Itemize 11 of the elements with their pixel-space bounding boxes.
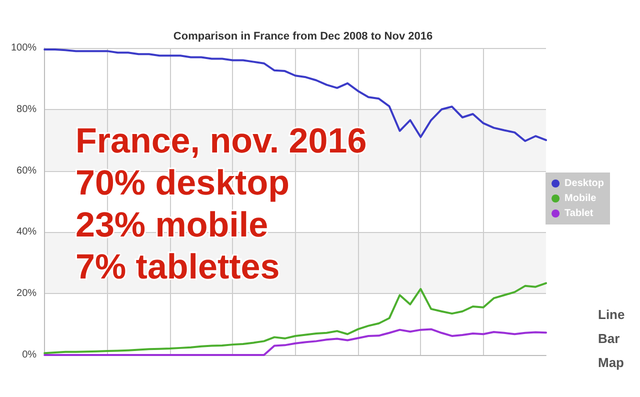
text: Line: [598, 307, 625, 322]
y-tick-label: 80%: [16, 104, 37, 115]
y-tick-label: 60%: [16, 165, 37, 176]
chart-title: Comparison in France from Dec 2008 to Nov 2016: [173, 30, 433, 42]
annotation: France, nov. 2016 70% desktop 23% mobile 7% tablettes: [76, 122, 367, 286]
y-tick-label: 40%: [16, 226, 37, 238]
y-tick-label: 20%: [16, 288, 37, 300]
text: Bar: [598, 331, 620, 346]
y-tick-label: 0%: [22, 350, 37, 360]
y-tick-label: 100%: [11, 42, 37, 54]
text: Map: [598, 355, 624, 370]
